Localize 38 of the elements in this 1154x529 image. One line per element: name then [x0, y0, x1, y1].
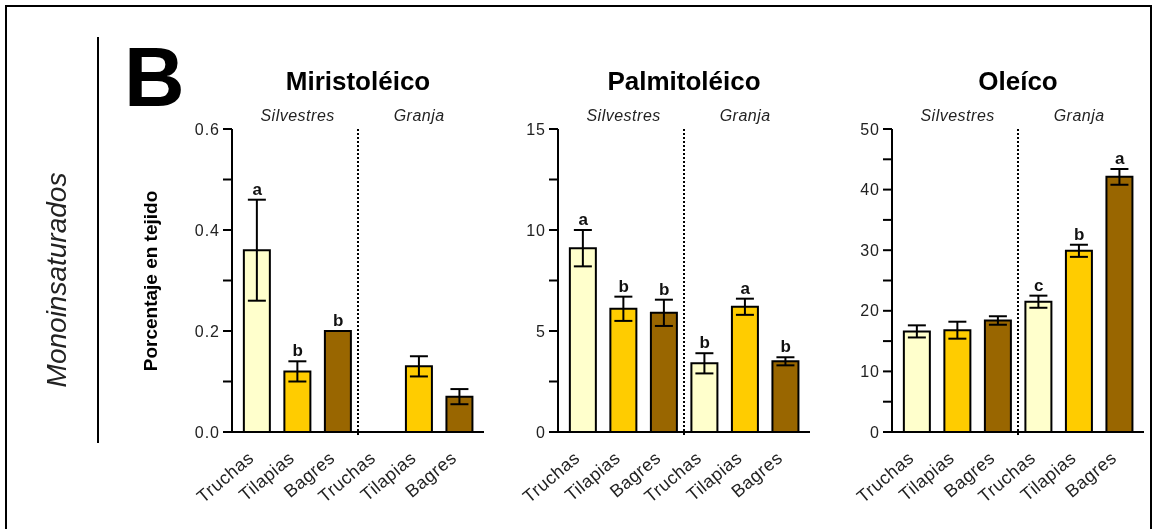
- data-label: b: [1073, 224, 1085, 244]
- chart-title: Miristoléico: [284, 66, 432, 96]
- data-label: a: [740, 278, 751, 298]
- y-tick-label: 15: [526, 120, 546, 138]
- data-label: b: [658, 279, 670, 299]
- y-tick-label: 50: [860, 120, 880, 138]
- text: Monoinsaturados: [41, 172, 72, 388]
- text: Silvestres: [585, 106, 662, 126]
- text: Granja: [1052, 106, 1106, 126]
- y-tick-label: 0.6: [194, 120, 220, 138]
- chart-title: Palmitoléico: [606, 66, 762, 96]
- y-tick-label: 10: [860, 363, 880, 381]
- text: Silvestres: [919, 106, 996, 126]
- y-tick-label: 20: [860, 302, 880, 320]
- text: B: [124, 30, 185, 124]
- y-tick-label: 0: [536, 423, 546, 441]
- data-label: c: [1033, 275, 1044, 295]
- y-tick-label: 5: [536, 322, 546, 340]
- data-label: b: [780, 337, 791, 357]
- y-tick-label: 0: [870, 423, 880, 441]
- data-label: b: [332, 311, 344, 330]
- chart-title: Oleíco: [977, 66, 1059, 96]
- y-tick-label: 0.4: [194, 221, 220, 239]
- text: Granja: [392, 106, 446, 126]
- y-tick-label: 10: [526, 221, 546, 239]
- data-label: a: [1114, 149, 1125, 168]
- text: Granja: [718, 106, 772, 126]
- data-label: b: [699, 333, 710, 353]
- y-tick-label: 0.2: [194, 322, 220, 340]
- y-tick-label: 0.0: [194, 423, 220, 441]
- y-tick-label: 40: [860, 181, 880, 199]
- data-label: b: [292, 341, 303, 361]
- data-label: a: [578, 210, 589, 229]
- data-label: b: [618, 276, 629, 296]
- data-label: a: [252, 179, 263, 199]
- text: Silvestres: [259, 106, 336, 126]
- y-tick-label: 30: [860, 241, 880, 259]
- y-axis-title: Porcentaje en tejido: [140, 190, 162, 371]
